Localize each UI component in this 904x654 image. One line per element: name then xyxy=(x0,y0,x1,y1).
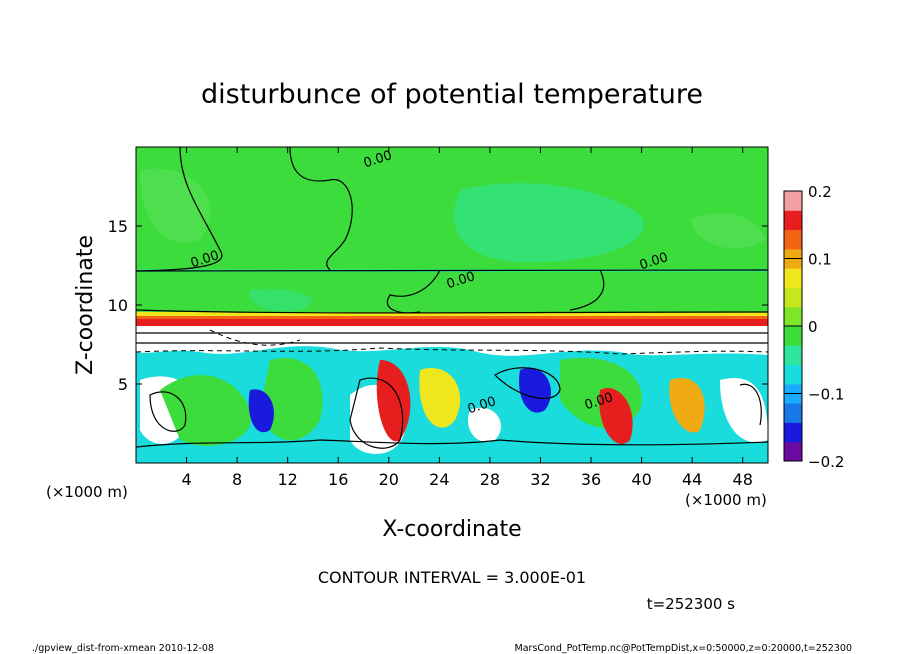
contour-line xyxy=(136,347,768,355)
x-unit-label: (×1000 m) xyxy=(685,491,767,509)
colorbar-swatch xyxy=(784,364,802,385)
footer-left-text: ./gpview_dist-from-xmean 2010-12-08 xyxy=(32,643,214,654)
y-tick-label: 10 xyxy=(108,296,128,315)
field-red-blob xyxy=(599,388,633,444)
field-band-red xyxy=(136,319,768,326)
field-patch xyxy=(249,289,312,312)
y-tick-label: 15 xyxy=(108,217,128,236)
footer-right-text: MarsCond_PotTemp.nc@PotTempDist,x=0:5000… xyxy=(515,643,852,654)
chart-title: disturbunce of potential temperature xyxy=(201,79,703,110)
x-tick-label: 4 xyxy=(181,470,191,489)
x-axis-label: X-coordinate xyxy=(382,517,521,542)
contour-line xyxy=(136,147,223,272)
colorbar-tick-label: 0.2 xyxy=(808,183,832,201)
field-white-cap xyxy=(136,333,768,356)
colorbar-swatch xyxy=(784,422,802,443)
contour-line xyxy=(209,329,301,346)
y-axis-label: Z-coordinate xyxy=(73,235,98,375)
y-tick-label: 5 xyxy=(118,375,128,394)
field-white-blob xyxy=(720,378,768,443)
x-tick-label: 20 xyxy=(379,470,399,489)
colorbar-tick-label: 0 xyxy=(808,318,818,336)
x-tick-label: 44 xyxy=(682,470,702,489)
contour-line xyxy=(569,269,605,311)
colorbar-swatch xyxy=(784,268,802,288)
x-tick-label: 48 xyxy=(733,470,753,489)
x-tick-label: 12 xyxy=(278,470,298,489)
contour-line xyxy=(349,377,404,449)
field-white-blob xyxy=(468,407,501,443)
colorbar-swatch xyxy=(784,306,802,327)
colorbar-tick-label: −0.1 xyxy=(808,386,844,404)
contour-line xyxy=(739,383,762,426)
time-stamp-text: t=252300 s xyxy=(647,595,735,613)
x-tick-label: 36 xyxy=(581,470,601,489)
colorbar-swatch xyxy=(784,210,802,231)
field-patch xyxy=(140,168,211,243)
contour-line xyxy=(136,439,768,448)
contour-interval-text: CONTOUR INTERVAL = 3.000E-01 xyxy=(318,568,586,587)
colorbar-swatch xyxy=(784,441,802,462)
x-tick-label: 32 xyxy=(530,470,550,489)
x-tick-label: 8 xyxy=(232,470,242,489)
field-patch xyxy=(453,183,644,263)
contour-line xyxy=(494,367,561,399)
colorbar-ticks: 0.2 0.1 0 −0.1 −0.2 xyxy=(784,183,844,471)
heatmap-field xyxy=(136,147,768,463)
contour-line xyxy=(289,147,353,271)
x-tick-label: 16 xyxy=(328,470,348,489)
field-orange-blob xyxy=(669,378,705,433)
field-blue-blob xyxy=(519,368,551,413)
contour-dashed xyxy=(136,329,768,355)
colorbar-tick-label: −0.2 xyxy=(808,453,844,471)
colorbar-swatch xyxy=(784,403,802,423)
field-green-blob xyxy=(260,358,323,441)
contour-line xyxy=(136,309,768,314)
colorbar-swatch xyxy=(784,287,802,308)
field-band-yellow xyxy=(136,312,768,318)
x-tick-label: 40 xyxy=(631,470,651,489)
colorbar-swatch xyxy=(784,345,802,366)
colorbar-swatch xyxy=(784,326,802,346)
x-tick-label: 24 xyxy=(429,470,449,489)
contour-lines xyxy=(136,147,768,449)
field-red-blob xyxy=(376,360,411,442)
contour-line xyxy=(136,269,768,272)
x-tick-label: 28 xyxy=(480,470,500,489)
field-band-white xyxy=(136,326,768,333)
field-yellow-blob xyxy=(419,368,461,428)
colorbar-swatch xyxy=(784,191,802,211)
y-unit-label: (×1000 m) xyxy=(46,483,128,501)
field-patch xyxy=(690,212,765,249)
x-axis: 4 8 12 16 20 24 28 32 36 40 44 48 xyxy=(181,147,753,489)
field-blue-blob xyxy=(248,389,274,433)
colorbar-tick-label: 0.1 xyxy=(808,251,832,269)
contour-line xyxy=(149,391,187,432)
colorbar-swatch xyxy=(784,229,802,250)
y-axis: 5 10 15 xyxy=(108,217,768,394)
